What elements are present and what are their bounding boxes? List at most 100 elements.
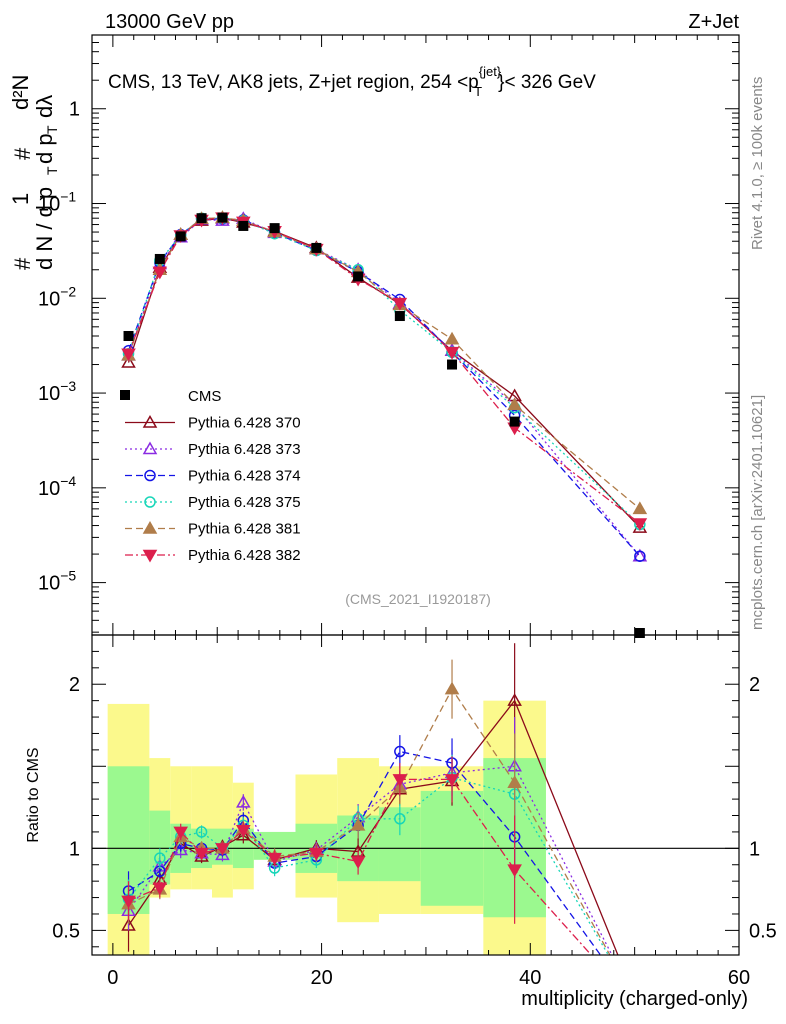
ratio-1-point — [236, 794, 251, 808]
ratio-1-point — [173, 842, 188, 856]
series-5-point — [632, 518, 648, 532]
ratio-0-point — [507, 693, 522, 706]
series-4-point — [632, 501, 648, 515]
ratio-5-point — [350, 856, 366, 869]
main-y-tick-base: 10 — [38, 288, 60, 310]
ratio-y-tick-label: 0.5 — [52, 920, 80, 942]
series-4-point — [444, 331, 460, 345]
main-y-tick-exponent: −2 — [60, 283, 76, 299]
ratio-3-point — [154, 852, 166, 864]
series-5-point — [444, 346, 460, 360]
main-y-tick-label: 1 — [69, 99, 80, 121]
main-y-tick-exponent: −3 — [60, 378, 76, 394]
series-line-4 — [127, 216, 641, 510]
main-y-tick-base: 1 — [69, 99, 80, 121]
legend-marker-4 — [142, 520, 158, 534]
ratio-3-point — [394, 813, 406, 825]
header-left: 13000 GeV pp — [105, 11, 234, 33]
ratio-5-point — [236, 825, 251, 838]
main-y-tick-base: 10 — [38, 478, 60, 500]
legend-marker-1 — [142, 441, 158, 455]
main-y-tick-label: 10−5 — [38, 568, 76, 595]
chart-title-end: }< 326 GeV — [498, 72, 596, 93]
main-y-tick-exponent: −4 — [60, 473, 76, 489]
chart-title-sub: T — [474, 84, 482, 99]
legend-label-4: Pythia 6.428 381 — [188, 521, 301, 538]
main-y-tick-exponent: −5 — [60, 568, 76, 584]
legend-marker-0 — [142, 414, 158, 428]
series-0-point — [632, 520, 648, 533]
header-right: Z+Jet — [688, 11, 739, 33]
ratio-axes-layer: 0 20 40 60 2 2 1 1 0.5 0.5 — [52, 634, 777, 989]
legend-label-2: Pythia 6.428 374 — [188, 468, 301, 485]
series-2-point — [634, 550, 646, 562]
cms-data-point — [238, 220, 249, 231]
main-panel: 110−110−210−310−410−5 — [38, 34, 740, 638]
ratio-5-point — [392, 774, 408, 787]
ratio-0-point — [236, 827, 251, 841]
legend-marker-2 — [144, 469, 156, 482]
ratio-5-point — [152, 882, 168, 896]
y-label-one: 1 — [8, 193, 33, 205]
legend-label-0: Pythia 6.428 370 — [188, 415, 301, 432]
main-y-tick-base: 10 — [38, 383, 60, 405]
y-label-hash-1: # — [10, 257, 35, 270]
ratio-bands-layer — [92, 700, 739, 955]
ratio-y-tick-label: 2 — [69, 674, 80, 696]
y-label-t-2: T — [44, 125, 60, 134]
chart-title-main: CMS, 13 TeV, AK8 jets, Z+jet region, 254… — [108, 72, 479, 93]
cms-data-point — [217, 212, 228, 223]
ratio-0-point — [194, 849, 209, 862]
cms-data-point — [196, 213, 207, 224]
main-y-tick-label: 10−1 — [38, 189, 76, 216]
legend-label-5: Pythia 6.428 382 — [188, 547, 301, 564]
ratio-4-point — [444, 681, 460, 695]
ratio-y-tick-label-right: 2 — [749, 674, 760, 696]
legend-marker-3 — [144, 496, 156, 508]
ratio-5-point — [309, 848, 324, 861]
legend-marker-5 — [142, 549, 158, 563]
cms-data-point — [269, 223, 280, 234]
series-5-point — [121, 348, 136, 362]
y-label-dlambda: dλ — [32, 95, 57, 118]
ratio-y-tick-label: 1 — [69, 838, 80, 860]
rivet-version-label: Rivet 4.1.0, ≥ 100k events — [749, 77, 766, 250]
main-frame — [91, 34, 740, 636]
chart-title-sup: {jet} — [479, 64, 502, 79]
cms-data-point — [509, 416, 520, 427]
series-4-point — [507, 397, 522, 411]
ratio-5-point — [444, 774, 460, 787]
legend-label-1: Pythia 6.428 373 — [188, 441, 301, 458]
ratio-panel: 0 20 40 60 2 2 1 1 0.5 0.5 — [52, 634, 777, 989]
cms-data-point — [175, 231, 186, 242]
y-label-dp: d p — [32, 133, 57, 164]
cms-data-point — [154, 253, 165, 264]
series-5-point — [392, 297, 408, 311]
x-tick-label: 40 — [519, 967, 541, 989]
ratio-3-point — [195, 826, 208, 838]
ratio-4-point — [507, 775, 522, 788]
mcplots-site-label: mcplots.cern.ch [arXiv:2401.10621] — [749, 395, 766, 630]
ratio-5-point — [194, 848, 209, 861]
ratio-2-point — [394, 745, 406, 758]
x-tick-label: 60 — [728, 967, 750, 989]
y-label-hash-2: # — [10, 147, 35, 160]
series-5-point — [152, 266, 168, 280]
ratio-series-layer — [121, 643, 619, 955]
ratio-5-point — [507, 864, 522, 878]
cms-data-point — [311, 242, 322, 253]
legend-cms-marker — [120, 390, 130, 400]
main-y-tick-label: 10−3 — [38, 378, 76, 405]
ratio-5-point — [267, 852, 282, 866]
main-y-tick-base: 10 — [38, 573, 60, 595]
main-y-tick-exponent: −1 — [60, 189, 76, 205]
x-tick-label: 0 — [107, 967, 118, 989]
y-label-d2n: d²N — [8, 75, 33, 110]
main-y-tick-label: 10−4 — [38, 473, 76, 500]
ratio-y-tick-label-right: 1 — [749, 838, 760, 860]
main-axes-layer: 110−110−210−310−410−5 — [38, 34, 740, 635]
cms-data-point — [353, 271, 364, 282]
ratio-frame — [91, 634, 740, 956]
legend-cms-label: CMS — [188, 388, 221, 405]
